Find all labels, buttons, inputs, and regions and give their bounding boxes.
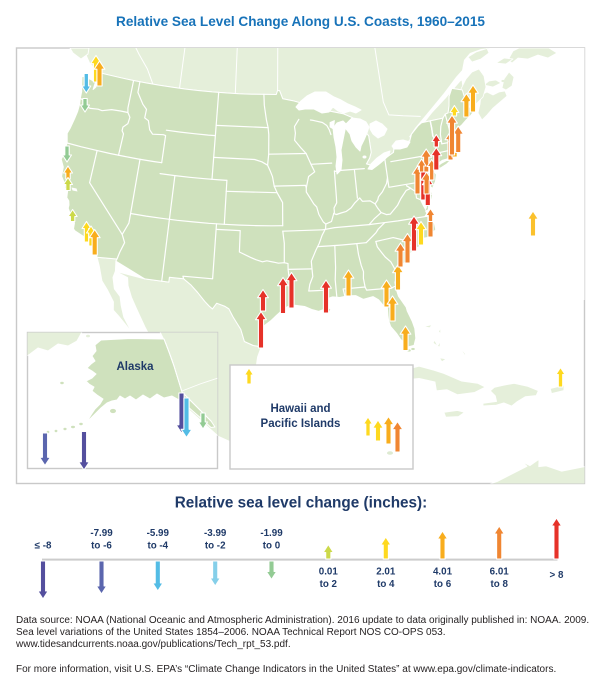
- svg-text:Relative sea level change (inc: Relative sea level change (inches):: [175, 495, 428, 512]
- svg-text:-5.99: -5.99: [147, 528, 170, 539]
- svg-text:to 8: to 8: [490, 579, 508, 590]
- svg-text:≤ -8: ≤ -8: [35, 541, 52, 552]
- svg-text:to 6: to 6: [434, 579, 452, 590]
- svg-text:Alaska: Alaska: [116, 361, 154, 373]
- svg-text:Hawaii and: Hawaii and: [270, 403, 330, 415]
- svg-text:-1.99: -1.99: [260, 528, 283, 539]
- svg-text:to 2: to 2: [320, 579, 338, 590]
- svg-text:to 0: to 0: [263, 541, 281, 552]
- svg-text:-7.99: -7.99: [90, 528, 113, 539]
- svg-text:to -2: to -2: [205, 541, 226, 552]
- svg-text:Pacific Islands: Pacific Islands: [261, 418, 341, 430]
- svg-text:> 8: > 8: [550, 570, 564, 581]
- svg-text:0.01: 0.01: [319, 567, 339, 578]
- svg-text:6.01: 6.01: [490, 567, 510, 578]
- svg-text:4.01: 4.01: [433, 567, 453, 578]
- svg-text:to -6: to -6: [91, 541, 112, 552]
- svg-text:to -4: to -4: [147, 541, 168, 552]
- svg-text:-3.99: -3.99: [204, 528, 227, 539]
- svg-text:to 4: to 4: [377, 579, 395, 590]
- svg-text:2.01: 2.01: [376, 567, 396, 578]
